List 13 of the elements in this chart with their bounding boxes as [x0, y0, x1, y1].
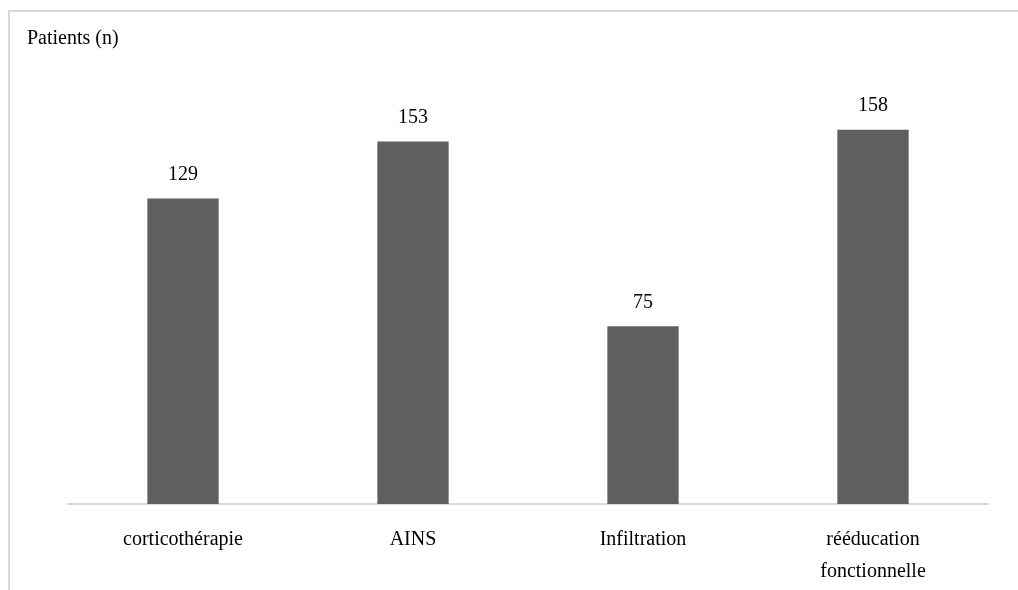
bar: [377, 141, 449, 504]
data-label: 75: [633, 289, 653, 312]
bar: [147, 198, 219, 504]
x-tick-label: rééducation fonctionnelle: [820, 527, 926, 582]
bar: [607, 326, 679, 504]
x-tick-label: corticothérapie: [123, 527, 244, 551]
data-label: 158: [858, 92, 888, 115]
x-tick-label: Infiltration: [599, 527, 687, 550]
x-tick-label: AINS: [389, 527, 437, 550]
data-label: 129: [168, 161, 198, 184]
y-axis-title: Patients (n): [27, 26, 119, 49]
data-label: 153: [398, 104, 428, 127]
bar: [837, 129, 909, 504]
